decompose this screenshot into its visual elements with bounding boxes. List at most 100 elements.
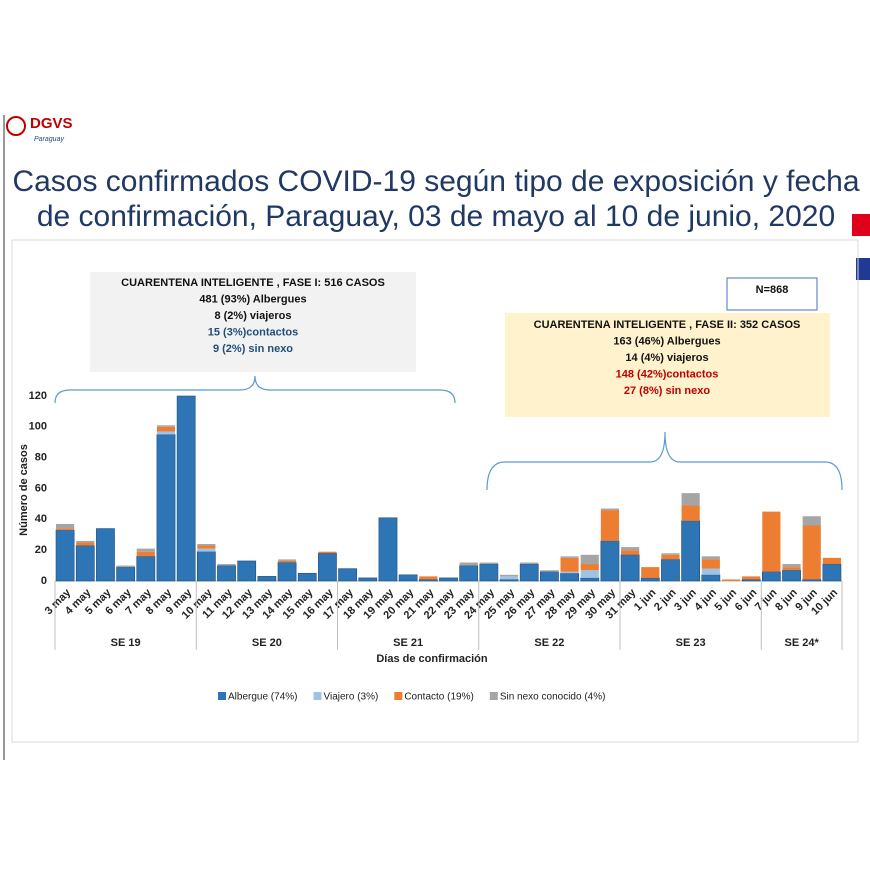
bar-segment	[681, 493, 700, 506]
bar-segment	[560, 557, 579, 572]
y-tick-label: 80	[35, 452, 47, 464]
chart-frame	[11, 239, 859, 743]
annotation-text: 27 (8%) sin nexo	[624, 385, 710, 397]
bar-segment	[600, 510, 620, 541]
bar-segment	[318, 551, 337, 554]
brace	[486, 431, 843, 491]
annotation-text: 163 (46%) Albergues	[613, 335, 720, 347]
bar-segment	[560, 571, 579, 574]
logo-text: DGVS	[30, 115, 73, 132]
bar-segment	[802, 525, 821, 580]
legend-swatch	[218, 692, 226, 700]
bar-segment	[277, 559, 297, 561]
bar-segment	[217, 565, 236, 582]
bar-segment	[459, 565, 479, 582]
bar-segment	[681, 520, 701, 582]
bar-segment	[701, 568, 720, 575]
bar-segment	[237, 560, 257, 582]
bar-segment	[277, 560, 297, 563]
bar-segment	[822, 563, 842, 582]
week-label: SE 21	[393, 637, 423, 649]
bar-segment	[257, 576, 277, 582]
bar-segment	[156, 434, 176, 582]
annotation-text: N=868	[756, 284, 789, 296]
bar-segment	[580, 577, 600, 582]
bar-segment	[277, 562, 297, 582]
bar-segment	[156, 425, 176, 427]
bar-segment	[479, 563, 499, 582]
bar-segment	[741, 579, 761, 582]
annotation-text: 8 (2%) viajeros	[214, 310, 291, 322]
annotation-text: 148 (42%)contactos	[616, 368, 719, 380]
bar-segment	[540, 571, 559, 582]
bar-segment	[822, 557, 841, 565]
bar-segment	[358, 577, 378, 582]
legend-label: Albergue (74%)	[228, 692, 297, 703]
annotation-text: 15 (3%)contactos	[208, 326, 298, 338]
bar-segment	[782, 569, 801, 582]
bar-segment	[116, 566, 136, 582]
bar-segment	[600, 508, 620, 511]
bar-segment	[742, 576, 761, 580]
legend-label: Viajero (3%)	[323, 692, 378, 703]
bar-segment	[761, 571, 781, 582]
bar-segment	[519, 563, 539, 582]
chart-title: Casos confirmados COVID-19 según tipo de…	[12, 165, 859, 233]
annotation-text: CUARENTENA INTELIGENTE , FASE II: 352 CA…	[534, 319, 801, 331]
bar-segment	[378, 517, 398, 582]
bar-segment	[641, 567, 660, 578]
week-label: SE 24*	[785, 637, 820, 649]
week-label: SE 23	[676, 637, 706, 649]
bar-segment	[197, 548, 216, 552]
bar-segment	[76, 540, 95, 543]
y-tick-label: 40	[35, 513, 47, 525]
bar-segment	[217, 564, 236, 566]
annotation-box	[90, 272, 416, 372]
bar-segment	[560, 572, 579, 582]
bar-segment	[156, 426, 176, 432]
bar-segment	[418, 579, 438, 582]
bar-segment	[197, 545, 216, 549]
legend-swatch	[313, 692, 322, 700]
bar-segment	[56, 528, 75, 531]
annotation-text: 481 (93%) Albergues	[199, 293, 306, 305]
bar-segment	[56, 523, 75, 529]
bar-segment	[96, 528, 115, 582]
bar-segment	[620, 554, 640, 582]
week-label: SE 20	[252, 637, 282, 649]
bar-segment	[802, 579, 822, 582]
bar-segment	[297, 572, 317, 582]
bar-segment	[621, 550, 640, 555]
logo-icon	[6, 116, 26, 136]
bar-segment	[55, 529, 75, 582]
bar-segment	[782, 564, 801, 568]
bar-segment	[459, 562, 478, 566]
y-axis-label: Número de casos	[18, 444, 30, 536]
annotation-text: 9 (2%) sin nexo	[213, 343, 293, 355]
y-tick-label: 100	[29, 421, 47, 433]
bar-segment	[136, 556, 156, 582]
annotation-text: 14 (4%) viajeros	[625, 352, 708, 364]
bar-segment	[520, 562, 539, 565]
bar-segment	[600, 540, 620, 582]
bar-segment	[802, 516, 821, 526]
flag-red	[852, 214, 870, 236]
bar-segment	[116, 565, 135, 568]
logo-subtext: Paraguay	[34, 136, 64, 143]
legend-label: Sin nexo conocido (4%)	[500, 692, 606, 703]
bar-segment	[701, 574, 721, 582]
bar-segment	[479, 562, 498, 565]
bar-segment	[338, 568, 357, 582]
week-label: SE 22	[534, 637, 564, 649]
x-axis-label: Días de confirmación	[376, 653, 488, 665]
bar-segment	[156, 431, 176, 435]
bar-segment	[499, 574, 519, 577]
bar-segment	[560, 556, 579, 558]
bar-segment	[661, 554, 680, 560]
bar-segment	[580, 554, 599, 565]
bar-segment	[499, 579, 519, 582]
flag-blue	[856, 258, 870, 280]
legend-label: Contacto (19%)	[404, 692, 473, 703]
legend-swatch	[489, 692, 498, 700]
